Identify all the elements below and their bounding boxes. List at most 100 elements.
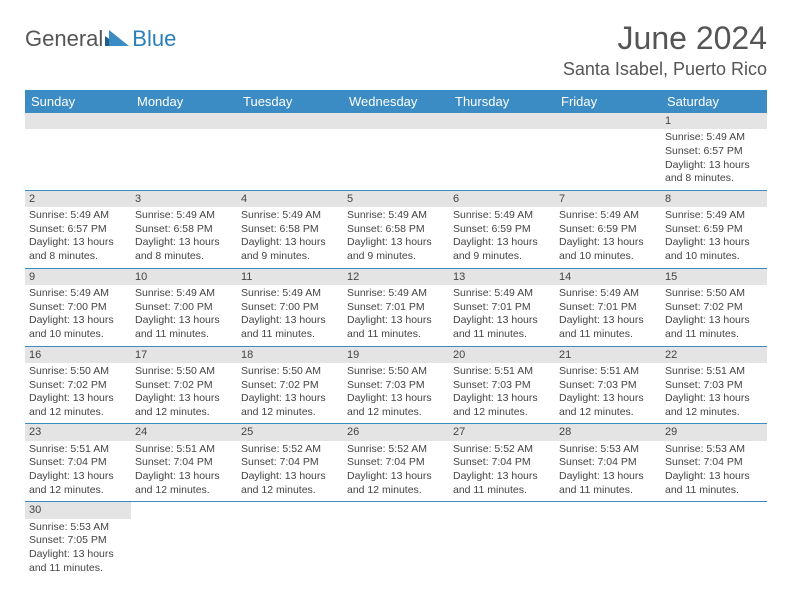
sunset-line: Sunset: 6:59 PM [665, 223, 763, 237]
day-content: Sunrise: 5:50 AMSunset: 7:02 PMDaylight:… [25, 363, 131, 424]
sunrise-line: Sunrise: 5:49 AM [453, 209, 551, 223]
day-content: Sunrise: 5:49 AMSunset: 6:57 PMDaylight:… [661, 129, 767, 190]
sunrise-line: Sunrise: 5:49 AM [559, 287, 657, 301]
day-number-blank [555, 113, 661, 129]
title-block: June 2024 Santa Isabel, Puerto Rico [563, 20, 767, 80]
calendar-blank [131, 113, 237, 190]
sunset-line: Sunset: 7:00 PM [135, 301, 233, 315]
daylight-line: Daylight: 13 hours and 11 minutes. [453, 314, 551, 341]
calendar-blank [343, 502, 449, 579]
sunrise-line: Sunrise: 5:51 AM [665, 365, 763, 379]
header: General Blue June 2024 Santa Isabel, Puer… [25, 20, 767, 80]
calendar-day: 6Sunrise: 5:49 AMSunset: 6:59 PMDaylight… [449, 190, 555, 268]
day-number: 14 [555, 269, 661, 285]
day-number: 21 [555, 347, 661, 363]
day-content: Sunrise: 5:49 AMSunset: 6:58 PMDaylight:… [237, 207, 343, 268]
day-number-blank [237, 113, 343, 129]
calendar-day: 13Sunrise: 5:49 AMSunset: 7:01 PMDayligh… [449, 268, 555, 346]
day-number-blank [449, 113, 555, 129]
calendar-blank [661, 502, 767, 579]
sunrise-line: Sunrise: 5:53 AM [559, 443, 657, 457]
day-number: 28 [555, 424, 661, 440]
sunset-line: Sunset: 6:57 PM [29, 223, 127, 237]
day-content: Sunrise: 5:50 AMSunset: 7:02 PMDaylight:… [131, 363, 237, 424]
sunset-line: Sunset: 6:57 PM [665, 145, 763, 159]
calendar-blank [449, 502, 555, 579]
day-number: 3 [131, 191, 237, 207]
daylight-line: Daylight: 13 hours and 11 minutes. [241, 314, 339, 341]
sunset-line: Sunset: 7:01 PM [347, 301, 445, 315]
calendar-row: 23Sunrise: 5:51 AMSunset: 7:04 PMDayligh… [25, 424, 767, 502]
calendar-day: 11Sunrise: 5:49 AMSunset: 7:00 PMDayligh… [237, 268, 343, 346]
day-content: Sunrise: 5:49 AMSunset: 7:00 PMDaylight:… [237, 285, 343, 346]
day-content: Sunrise: 5:51 AMSunset: 7:03 PMDaylight:… [661, 363, 767, 424]
logo-text-general: General [25, 26, 103, 52]
day-number-blank [25, 113, 131, 129]
day-number: 2 [25, 191, 131, 207]
day-number: 24 [131, 424, 237, 440]
day-content: Sunrise: 5:49 AMSunset: 7:00 PMDaylight:… [25, 285, 131, 346]
daylight-line: Daylight: 13 hours and 12 minutes. [347, 392, 445, 419]
sunset-line: Sunset: 6:58 PM [241, 223, 339, 237]
calendar-blank [449, 113, 555, 190]
day-content: Sunrise: 5:51 AMSunset: 7:03 PMDaylight:… [555, 363, 661, 424]
sunset-line: Sunset: 6:59 PM [559, 223, 657, 237]
sunrise-line: Sunrise: 5:49 AM [665, 209, 763, 223]
calendar-blank [131, 502, 237, 579]
day-content: Sunrise: 5:50 AMSunset: 7:02 PMDaylight:… [661, 285, 767, 346]
calendar: SundayMondayTuesdayWednesdayThursdayFrid… [25, 90, 767, 579]
day-number: 26 [343, 424, 449, 440]
day-number: 8 [661, 191, 767, 207]
calendar-day: 7Sunrise: 5:49 AMSunset: 6:59 PMDaylight… [555, 190, 661, 268]
daylight-line: Daylight: 13 hours and 9 minutes. [347, 236, 445, 263]
sunset-line: Sunset: 7:03 PM [453, 379, 551, 393]
day-content: Sunrise: 5:49 AMSunset: 7:01 PMDaylight:… [555, 285, 661, 346]
calendar-blank [237, 113, 343, 190]
calendar-day: 8Sunrise: 5:49 AMSunset: 6:59 PMDaylight… [661, 190, 767, 268]
calendar-day: 22Sunrise: 5:51 AMSunset: 7:03 PMDayligh… [661, 346, 767, 424]
daylight-line: Daylight: 13 hours and 11 minutes. [559, 470, 657, 497]
day-number: 6 [449, 191, 555, 207]
day-content: Sunrise: 5:53 AMSunset: 7:04 PMDaylight:… [555, 441, 661, 502]
daylight-line: Daylight: 13 hours and 12 minutes. [29, 470, 127, 497]
sunset-line: Sunset: 7:02 PM [135, 379, 233, 393]
sunset-line: Sunset: 7:04 PM [241, 456, 339, 470]
sunrise-line: Sunrise: 5:50 AM [29, 365, 127, 379]
weekday-header: Monday [131, 90, 237, 113]
sunset-line: Sunset: 7:02 PM [665, 301, 763, 315]
day-number-blank [131, 113, 237, 129]
daylight-line: Daylight: 13 hours and 8 minutes. [29, 236, 127, 263]
sunrise-line: Sunrise: 5:49 AM [347, 209, 445, 223]
sunrise-line: Sunrise: 5:49 AM [29, 209, 127, 223]
day-content: Sunrise: 5:49 AMSunset: 6:58 PMDaylight:… [343, 207, 449, 268]
calendar-blank [555, 502, 661, 579]
day-number: 13 [449, 269, 555, 285]
day-number: 27 [449, 424, 555, 440]
daylight-line: Daylight: 13 hours and 10 minutes. [559, 236, 657, 263]
day-content: Sunrise: 5:51 AMSunset: 7:03 PMDaylight:… [449, 363, 555, 424]
logo-text-blue: Blue [132, 26, 176, 52]
day-number: 25 [237, 424, 343, 440]
sunrise-line: Sunrise: 5:49 AM [453, 287, 551, 301]
logo: General Blue [25, 26, 176, 52]
sunrise-line: Sunrise: 5:49 AM [559, 209, 657, 223]
daylight-line: Daylight: 13 hours and 11 minutes. [135, 314, 233, 341]
calendar-day: 3Sunrise: 5:49 AMSunset: 6:58 PMDaylight… [131, 190, 237, 268]
day-number: 20 [449, 347, 555, 363]
calendar-blank [555, 113, 661, 190]
sunset-line: Sunset: 7:00 PM [241, 301, 339, 315]
weekday-header: Thursday [449, 90, 555, 113]
calendar-day: 17Sunrise: 5:50 AMSunset: 7:02 PMDayligh… [131, 346, 237, 424]
day-content: Sunrise: 5:49 AMSunset: 6:59 PMDaylight:… [555, 207, 661, 268]
daylight-line: Daylight: 13 hours and 12 minutes. [241, 392, 339, 419]
day-content: Sunrise: 5:52 AMSunset: 7:04 PMDaylight:… [449, 441, 555, 502]
sunset-line: Sunset: 7:04 PM [135, 456, 233, 470]
sunset-line: Sunset: 7:00 PM [29, 301, 127, 315]
sunset-line: Sunset: 7:04 PM [453, 456, 551, 470]
day-number: 10 [131, 269, 237, 285]
day-number: 29 [661, 424, 767, 440]
calendar-day: 12Sunrise: 5:49 AMSunset: 7:01 PMDayligh… [343, 268, 449, 346]
sunrise-line: Sunrise: 5:51 AM [29, 443, 127, 457]
sunset-line: Sunset: 7:04 PM [347, 456, 445, 470]
day-number: 11 [237, 269, 343, 285]
